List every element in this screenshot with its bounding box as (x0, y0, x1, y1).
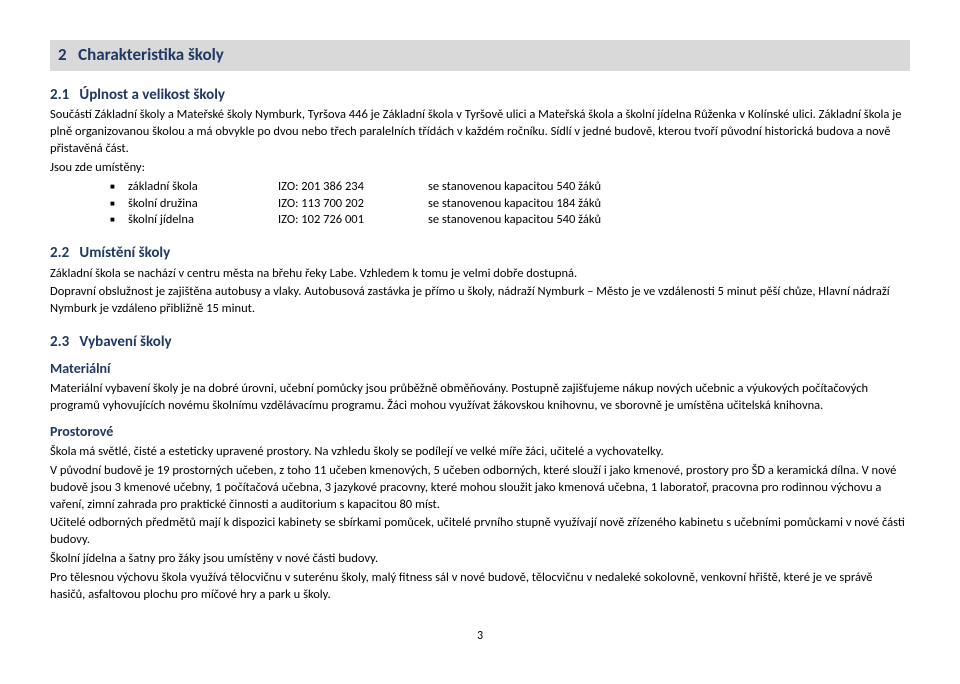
section-title-text: Charakteristika školy (78, 44, 224, 65)
paragraph: Základní škola se nachází v centru města… (50, 266, 910, 283)
item-izo: IZO: 201 386 234 (278, 179, 428, 196)
item-capacity: se stanovenou kapacitou 184 žáků (428, 196, 910, 213)
paragraph: Pro tělesnou výchovu škola využívá těloc… (50, 570, 910, 604)
paragraph: Jsou zde umístěny: (50, 160, 910, 177)
subsection-2-2-heading: 2.2 Umístění školy (50, 243, 910, 263)
paragraph: Škola má světlé, čisté a esteticky uprav… (50, 444, 910, 461)
material-subheading: Materiální (50, 360, 910, 379)
subsection-2-1-body: Součástí Základní školy a Mateřské školy… (50, 107, 910, 229)
list-item: školní jídelna IZO: 102 726 001 se stano… (110, 212, 910, 229)
paragraph: V původní budově je 19 prostorných učebe… (50, 463, 910, 514)
subsection-number: 2.3 (50, 333, 69, 351)
subsection-title-text: Úplnost a velikost školy (79, 86, 225, 104)
list-item: školní družina IZO: 113 700 202 se stano… (110, 196, 910, 213)
paragraph: Učitelé odborných předmětů mají k dispoz… (50, 515, 910, 549)
prostorove-subheading: Prostorové (50, 423, 910, 442)
subsection-2-2-body: Základní škola se nachází v centru města… (50, 266, 910, 319)
item-capacity: se stanovenou kapacitou 540 žáků (428, 212, 910, 229)
subsection-2-1-heading: 2.1 Úplnost a velikost školy (50, 85, 910, 105)
section-number: 2 (58, 44, 67, 65)
subsection-2-3-heading: 2.3 Vybavení školy (50, 332, 910, 352)
item-izo: IZO: 102 726 001 (278, 212, 428, 229)
subsection-number: 2.2 (50, 244, 69, 262)
paragraph: Školní jídelna a šatny pro žáky jsou umí… (50, 551, 910, 568)
subsection-number: 2.1 (50, 86, 69, 104)
paragraph: Součástí Základní školy a Mateřské školy… (50, 107, 910, 158)
section-heading: 2 Charakteristika školy (50, 40, 910, 71)
subsection-title-text: Umístění školy (79, 244, 170, 262)
subsection-2-3-body: Materiální Materiální vybavení školy je … (50, 360, 910, 603)
subsection-title-text: Vybavení školy (79, 333, 171, 351)
page-number: 3 (50, 628, 910, 644)
item-izo: IZO: 113 700 202 (278, 196, 428, 213)
item-name: školní družina (128, 196, 278, 213)
item-capacity: se stanovenou kapacitou 540 žáků (428, 179, 910, 196)
item-name: základní škola (128, 179, 278, 196)
list-item: základní škola IZO: 201 386 234 se stano… (110, 179, 910, 196)
paragraph: Dopravní obslužnost je zajištěna autobus… (50, 284, 910, 318)
paragraph: Materiální vybavení školy je na dobré úr… (50, 381, 910, 415)
capacity-list: základní škola IZO: 201 386 234 se stano… (50, 179, 910, 230)
item-name: školní jídelna (128, 212, 278, 229)
